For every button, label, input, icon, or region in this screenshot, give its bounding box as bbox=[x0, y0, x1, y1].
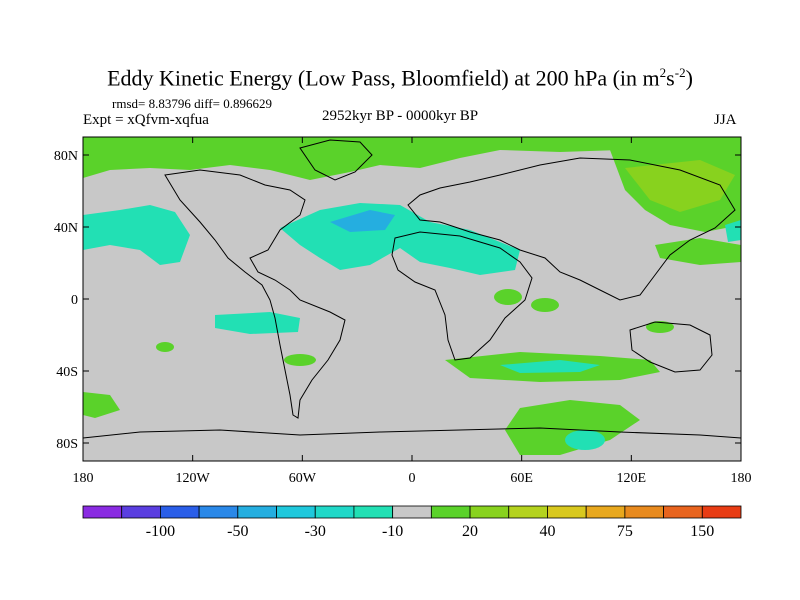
region-nwpacific bbox=[655, 238, 741, 265]
region-spacific-small bbox=[156, 342, 174, 352]
region-eafrica bbox=[494, 289, 522, 305]
colorbar-swatch-15 bbox=[663, 505, 703, 519]
lon-tick-label-3: 0 bbox=[409, 471, 416, 486]
colorbar-label-5: 40 bbox=[539, 523, 555, 540]
lat-tick-label-2: 0 bbox=[71, 293, 78, 308]
lat-tick-label-1: 40N bbox=[54, 221, 78, 236]
region-tropical-pacific bbox=[215, 312, 300, 334]
stats-label: rmsd= 8.83796 diff= 0.896629 bbox=[112, 96, 272, 111]
colorbar-label-2: -30 bbox=[305, 523, 326, 540]
title-sup-2: 2 bbox=[659, 65, 667, 80]
region-nepacific bbox=[83, 205, 190, 265]
colorbar-swatch-3 bbox=[198, 505, 239, 519]
colorbar-swatch-5 bbox=[276, 505, 316, 519]
colorbar-swatch-13 bbox=[585, 505, 626, 519]
colorbar-swatch-6 bbox=[314, 505, 355, 519]
region-sw-edge bbox=[83, 392, 120, 418]
lat-tick-label-0: 80N bbox=[54, 149, 78, 164]
colorbar-swatch-9 bbox=[430, 505, 471, 519]
colorbar-swatch-11 bbox=[508, 505, 548, 519]
region-natlantic-core bbox=[330, 210, 395, 232]
coast-antarctica bbox=[83, 427, 741, 439]
colorbar-label-4: 20 bbox=[462, 523, 478, 540]
colorbar-swatch-2 bbox=[160, 505, 200, 519]
region-antarctic-indian bbox=[505, 400, 640, 455]
colorbar-swatch-10 bbox=[469, 505, 510, 519]
colorbar-swatch-14 bbox=[624, 505, 664, 519]
colorbar-swatch-8 bbox=[392, 505, 432, 519]
lon-tick-label-6: 180 bbox=[731, 471, 752, 486]
colorbar-label-7: 150 bbox=[690, 523, 714, 540]
region-antarctic-cyan bbox=[565, 430, 605, 450]
lon-tick-label-4: 60E bbox=[510, 471, 533, 486]
experiment-label: Expt = xQfvm-xqfua bbox=[83, 112, 209, 128]
colorbar-swatch-0 bbox=[82, 505, 123, 519]
coast-africa bbox=[391, 231, 533, 361]
region-sepacific bbox=[284, 354, 316, 366]
axes: 80N 40N 0 40S 80S 180 120W 60W 0 60E 120E 180 bbox=[54, 137, 752, 486]
field-layer bbox=[83, 137, 741, 461]
colorbar-label-6: 75 bbox=[617, 523, 633, 540]
region-arctic bbox=[83, 137, 741, 180]
region-siberia-high bbox=[625, 160, 735, 212]
season-label: JJA bbox=[714, 112, 737, 128]
coastlines bbox=[83, 139, 741, 439]
colorbar-label-0: -100 bbox=[146, 523, 175, 540]
colorbar-swatch-12 bbox=[547, 505, 587, 519]
lon-tick-label-2: 60W bbox=[289, 471, 317, 486]
lat-tick-label-3: 40S bbox=[56, 365, 78, 380]
period-label: 2952kyr BP - 0000kyr BP bbox=[321, 108, 479, 124]
lon-tick-label-1: 120W bbox=[176, 471, 211, 486]
colorbar-swatch-16 bbox=[701, 505, 742, 519]
coast-greenland bbox=[299, 139, 373, 181]
colorbar: -100 -50 -30 -10 20 40 75 150 bbox=[82, 505, 742, 540]
title-prefix: Eddy Kinetic Energy (Low Pass, Bloomfiel… bbox=[107, 65, 660, 91]
coast-australia bbox=[629, 321, 713, 373]
colorbar-label-3: -10 bbox=[382, 523, 403, 540]
region-indonesia bbox=[646, 321, 674, 333]
region-kuroshio bbox=[725, 220, 741, 242]
title-sup-neg2: -2 bbox=[674, 65, 686, 80]
coast-eurasia bbox=[407, 157, 736, 301]
colorbar-swatch-7 bbox=[353, 505, 394, 519]
title-mid: s bbox=[666, 65, 675, 91]
lat-tick-label-4: 80S bbox=[56, 437, 78, 452]
colorbar-swatch-1 bbox=[121, 505, 161, 519]
region-southern-cyan bbox=[500, 360, 600, 373]
lon-tick-label-5: 120E bbox=[617, 471, 647, 486]
colorbar-label-1: -50 bbox=[227, 523, 248, 540]
colorbar-swatch-4 bbox=[237, 505, 277, 519]
coast-americas bbox=[164, 169, 346, 419]
title-suffix: ) bbox=[685, 65, 693, 91]
region-arabian bbox=[531, 298, 559, 312]
lon-tick-label-0: 180 bbox=[73, 471, 94, 486]
plot-title: Eddy Kinetic Energy (Low Pass, Bloomfiel… bbox=[0, 60, 800, 91]
